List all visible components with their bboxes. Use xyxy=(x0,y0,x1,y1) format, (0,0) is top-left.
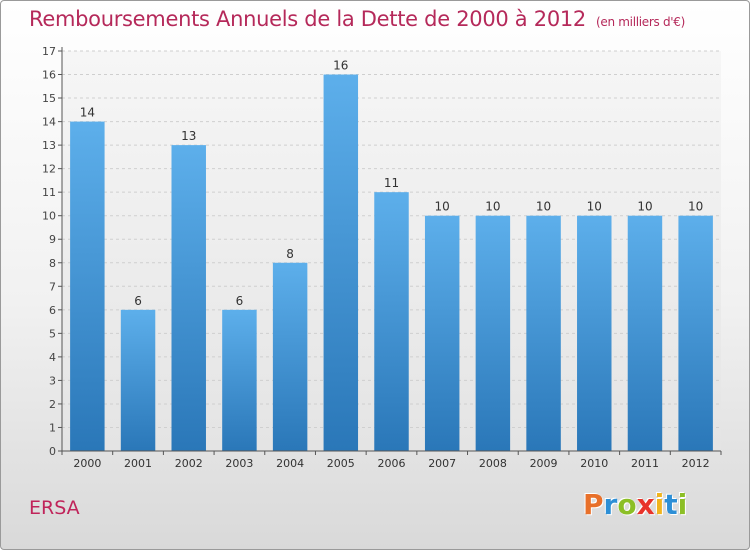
bar xyxy=(171,145,206,451)
y-tick-label: 11 xyxy=(42,186,56,199)
bar-value-label: 10 xyxy=(536,200,551,214)
bar-value-label: 6 xyxy=(236,294,244,308)
x-tick-label: 2003 xyxy=(225,457,253,470)
proxiti-logo: Proxiti xyxy=(583,488,687,521)
logo-letter: r xyxy=(603,488,618,521)
y-tick-label: 14 xyxy=(42,116,56,129)
bar xyxy=(627,215,663,451)
bar xyxy=(678,215,713,451)
commune-name: ERSA xyxy=(29,497,80,519)
labels: 0123456789101112131415161714200062001132… xyxy=(42,45,710,470)
bar-value-label: 8 xyxy=(286,247,294,261)
y-tick-label: 0 xyxy=(49,445,56,458)
x-tick-label: 2008 xyxy=(479,457,507,470)
bar-value-label: 10 xyxy=(587,200,602,214)
x-tick-label: 2009 xyxy=(530,457,558,470)
bar xyxy=(272,262,308,451)
y-tick-label: 6 xyxy=(49,304,56,317)
bars xyxy=(70,74,713,452)
bar xyxy=(222,309,257,451)
y-tick-label: 4 xyxy=(49,351,56,364)
y-tick-label: 7 xyxy=(49,280,56,293)
bar-value-label: 6 xyxy=(134,294,142,308)
x-tick-label: 2001 xyxy=(124,457,152,470)
bar-value-label: 14 xyxy=(80,106,95,120)
logo-letter: P xyxy=(583,488,604,521)
x-tick-label: 2006 xyxy=(378,457,406,470)
y-tick-label: 1 xyxy=(49,421,56,434)
bar-value-label: 10 xyxy=(688,200,703,214)
x-tick-label: 2005 xyxy=(327,457,355,470)
y-tick-label: 16 xyxy=(42,69,56,82)
y-tick-label: 13 xyxy=(42,139,56,152)
bar xyxy=(577,215,612,451)
y-tick-label: 3 xyxy=(49,374,56,387)
chart-title: Remboursements Annuels de la Dette de 20… xyxy=(29,7,685,31)
x-tick-label: 2004 xyxy=(276,457,304,470)
bar-value-label: 16 xyxy=(333,59,348,73)
x-tick-label: 2000 xyxy=(73,457,101,470)
logo-letter: i xyxy=(677,488,688,521)
bar xyxy=(526,215,561,451)
bar xyxy=(424,215,460,451)
logo-letter: t xyxy=(664,488,678,521)
bar-value-label: 10 xyxy=(435,200,450,214)
y-tick-label: 12 xyxy=(42,163,56,176)
x-tick-label: 2002 xyxy=(175,457,203,470)
bar xyxy=(475,215,511,451)
logo-letter: o xyxy=(617,488,637,521)
y-tick-label: 17 xyxy=(42,45,56,58)
x-tick-label: 2012 xyxy=(682,457,710,470)
x-tick-label: 2010 xyxy=(580,457,608,470)
bar-value-label: 11 xyxy=(384,176,399,190)
logo-letter: x xyxy=(636,488,655,521)
bar-value-label: 13 xyxy=(181,129,196,143)
bar-value-label: 10 xyxy=(637,200,652,214)
x-tick-label: 2007 xyxy=(428,457,456,470)
y-tick-label: 5 xyxy=(49,327,56,340)
axes xyxy=(58,47,722,455)
y-tick-label: 8 xyxy=(49,257,56,270)
bar xyxy=(70,121,105,452)
y-tick-label: 10 xyxy=(42,210,56,223)
bar xyxy=(120,309,156,451)
bar xyxy=(323,74,359,451)
bar-value-label: 10 xyxy=(485,200,500,214)
x-tick-label: 2011 xyxy=(631,457,659,470)
chart-subtitle: (en milliers d'€) xyxy=(596,15,686,29)
logo-letter: i xyxy=(654,488,665,521)
y-tick-label: 9 xyxy=(49,233,56,246)
y-tick-label: 2 xyxy=(49,398,56,411)
y-tick-label: 15 xyxy=(42,92,56,105)
bar xyxy=(374,192,409,452)
chart-title-text: Remboursements Annuels de la Dette de 20… xyxy=(29,7,586,31)
